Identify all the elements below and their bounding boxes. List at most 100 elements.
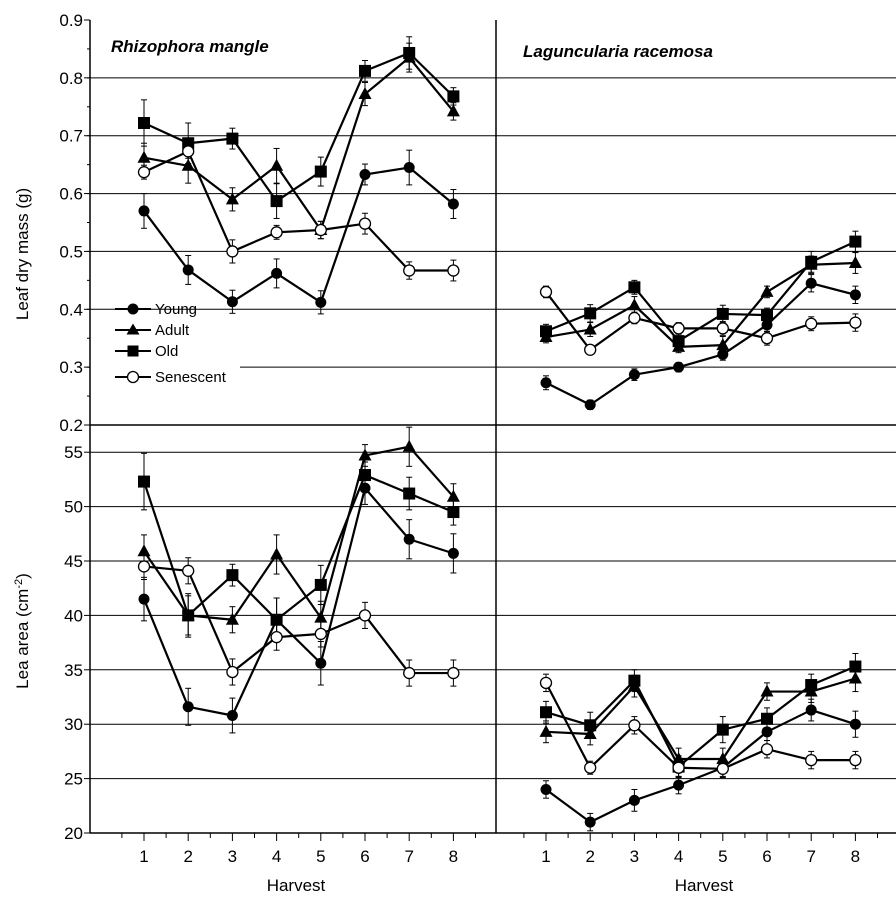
panels: 0.20.30.40.50.60.70.80.92025303540455055… xyxy=(59,11,896,866)
data-point-senescent xyxy=(314,223,327,237)
data-point-old xyxy=(403,487,416,500)
data-point-adult xyxy=(539,724,553,737)
data-point-old xyxy=(761,309,773,322)
x-tick-label: 3 xyxy=(630,847,639,866)
x-tick-label: 5 xyxy=(316,847,325,866)
data-point-adult xyxy=(583,322,597,335)
data-point-old xyxy=(270,613,283,626)
x-axis-title-left: Harvest xyxy=(267,876,326,895)
y-tick-label: 0.6 xyxy=(59,185,83,204)
data-point-young xyxy=(315,657,327,669)
x-tick-label: 1 xyxy=(541,847,550,866)
data-point-senescent xyxy=(672,322,685,335)
data-point-adult xyxy=(225,612,239,625)
data-point-senescent xyxy=(716,762,729,775)
data-point-young xyxy=(315,296,327,308)
data-point-old xyxy=(672,335,685,348)
data-point-senescent xyxy=(760,332,774,345)
series-line-young xyxy=(545,282,856,406)
y-tick-label: 0.4 xyxy=(59,300,83,319)
data-point-old xyxy=(447,90,460,103)
y-tick-label: 0.2 xyxy=(59,416,83,435)
data-point-senescent xyxy=(628,311,641,325)
data-point-senescent xyxy=(805,753,818,767)
data-point-adult xyxy=(225,192,239,205)
panel-4 xyxy=(496,451,896,832)
legend-item-adult: Adult xyxy=(115,322,190,339)
x-tick-label: 8 xyxy=(851,847,860,866)
data-point-young xyxy=(805,277,817,289)
data-point-senescent xyxy=(358,217,372,230)
data-point-old xyxy=(849,235,862,248)
data-point-adult xyxy=(848,256,862,268)
series-line-young xyxy=(142,487,454,717)
panel-2 xyxy=(496,77,896,411)
data-point-senescent xyxy=(584,343,597,356)
data-point-adult xyxy=(358,87,372,100)
y-tick-label: 30 xyxy=(64,715,83,734)
y-axis-title-bottom-main: Lea area (cm xyxy=(13,589,32,689)
data-point-old xyxy=(403,46,416,59)
data-point-old xyxy=(270,195,283,208)
data-point-young xyxy=(584,816,596,828)
data-point-old xyxy=(761,712,773,725)
data-point-old xyxy=(540,706,552,719)
data-point-old xyxy=(314,165,327,178)
data-point-young xyxy=(403,533,415,545)
series-line-old xyxy=(545,665,856,768)
data-point-adult xyxy=(627,298,641,311)
data-point-adult xyxy=(760,284,774,297)
data-point-young xyxy=(271,267,283,279)
x-tick-label: 4 xyxy=(272,847,281,866)
y-tick-label: 0.7 xyxy=(59,127,83,146)
data-point-young xyxy=(761,726,773,738)
data-point-young xyxy=(628,369,640,381)
data-point-senescent xyxy=(447,264,460,277)
x-tick-label: 1 xyxy=(139,847,148,866)
data-point-old xyxy=(447,506,460,519)
data-point-old xyxy=(138,116,150,129)
data-point-old xyxy=(584,307,597,320)
panel-title-left: Rhizophora mangle xyxy=(111,37,269,56)
legend-label-adult: Adult xyxy=(155,322,190,339)
data-point-young xyxy=(628,794,640,806)
series-line-senescent xyxy=(545,682,856,770)
data-point-old xyxy=(849,660,862,673)
data-point-young xyxy=(182,264,194,276)
data-point-young xyxy=(359,168,371,180)
data-point-old xyxy=(805,255,818,268)
data-point-old xyxy=(314,578,327,591)
data-point-senescent xyxy=(270,631,283,644)
data-point-adult xyxy=(402,439,416,452)
circle-marker-icon xyxy=(127,303,139,315)
data-point-young xyxy=(849,718,861,730)
data-point-old xyxy=(226,569,239,582)
series-line-young xyxy=(545,708,856,824)
legend: Young Adult Old Senescent xyxy=(115,301,227,386)
data-point-senescent xyxy=(584,761,597,774)
data-point-old xyxy=(628,281,641,294)
panel-1 xyxy=(90,36,496,368)
data-point-young xyxy=(540,377,552,389)
legend-item-young: Young xyxy=(115,301,197,318)
data-point-young xyxy=(226,709,238,721)
data-point-old xyxy=(584,719,597,732)
legend-label-senescent: Senescent xyxy=(155,369,227,386)
data-point-old xyxy=(628,674,641,687)
series-line-senescent xyxy=(143,565,454,675)
series-line-adult xyxy=(143,445,455,621)
data-point-young xyxy=(138,205,150,217)
data-point-senescent xyxy=(672,761,685,774)
legend-label-old: Old xyxy=(155,343,178,360)
data-point-adult xyxy=(446,489,460,502)
series-line-old xyxy=(143,51,455,203)
y-tick-label: 45 xyxy=(64,552,83,571)
data-point-senescent xyxy=(270,226,283,239)
y-tick-label: 0.5 xyxy=(59,242,83,261)
data-point-young xyxy=(717,348,729,360)
series-line-young xyxy=(143,166,455,304)
data-point-senescent xyxy=(849,753,862,767)
y-tick-label: 25 xyxy=(64,770,83,789)
data-point-old xyxy=(359,469,371,482)
data-point-old xyxy=(716,307,729,320)
